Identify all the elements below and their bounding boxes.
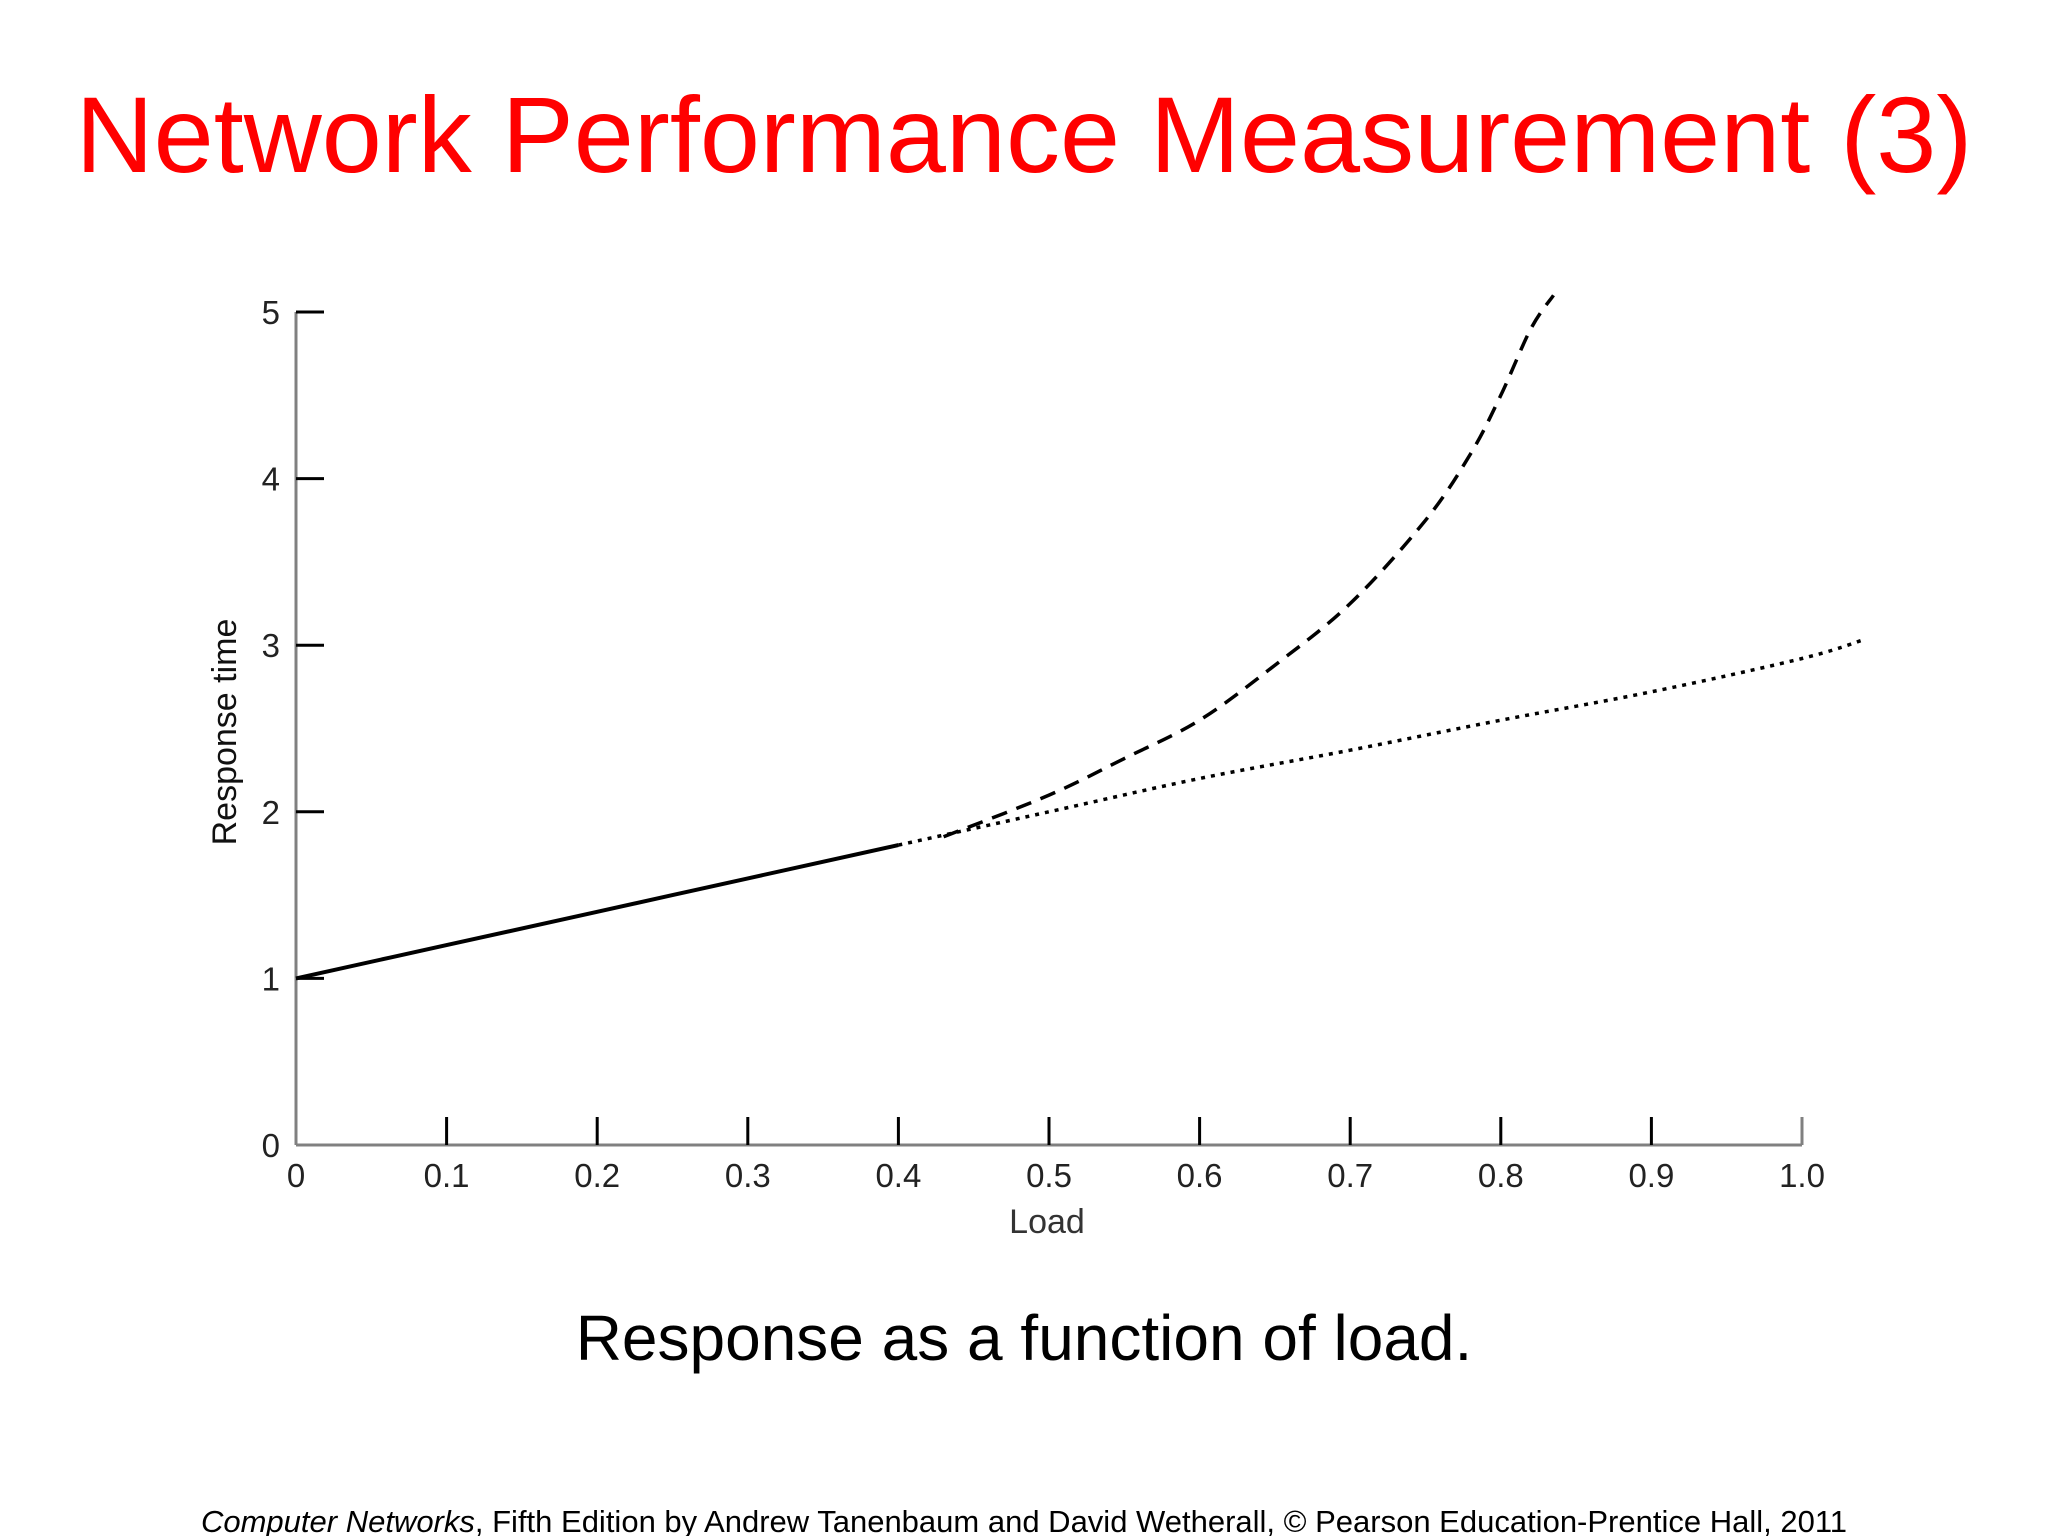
x-tick-label: 0 <box>287 1157 305 1194</box>
x-tick-label: 0.1 <box>424 1157 470 1194</box>
footer-credit: Computer Networks, Fifth Edition by Andr… <box>0 1504 2048 1536</box>
x-tick-label: 0.6 <box>1177 1157 1223 1194</box>
y-tick-label: 3 <box>262 627 280 664</box>
figure-caption: Response as a function of load. <box>575 1302 1473 1374</box>
y-tick-label: 1 <box>262 960 280 997</box>
x-tick-label: 1.0 <box>1779 1157 1825 1194</box>
x-tick-label: 0.7 <box>1327 1157 1373 1194</box>
x-tick-label: 0.5 <box>1026 1157 1072 1194</box>
footer-book-title: Computer Networks <box>200 1504 475 1536</box>
x-tick-label: 0.3 <box>725 1157 771 1194</box>
chart-series <box>295 294 1863 981</box>
x-tick-label: 0.4 <box>875 1157 921 1194</box>
slide-title: Network Performance Measurement (3) <box>75 74 1973 195</box>
series-line-solid <box>295 843 899 981</box>
y-tick-label: 2 <box>262 794 280 831</box>
chart-axes <box>294 312 1802 1147</box>
y-tick-label: 0 <box>262 1127 280 1164</box>
y-tick-label: 4 <box>262 461 280 498</box>
x-axis-label: Load <box>1009 1203 1085 1241</box>
chart-ticks: 0 0.1 0.2 0.3 0.4 0.5 0.6 0.7 0.8 0.9 1.0 0 1 2 3 4 5 <box>262 294 1825 1194</box>
x-tick-label: 0.9 <box>1628 1157 1674 1194</box>
y-tick-label: 5 <box>262 294 280 331</box>
y-axis-label: Response time <box>206 619 244 846</box>
x-tick-label: 0.8 <box>1478 1157 1524 1194</box>
series-line-dotted <box>898 638 1863 847</box>
x-tick-label: 0.2 <box>574 1157 620 1194</box>
footer-credit-text: , Fifth Edition by Andrew Tanenbaum and … <box>474 1504 1848 1536</box>
series-line-dashed <box>942 294 1555 839</box>
